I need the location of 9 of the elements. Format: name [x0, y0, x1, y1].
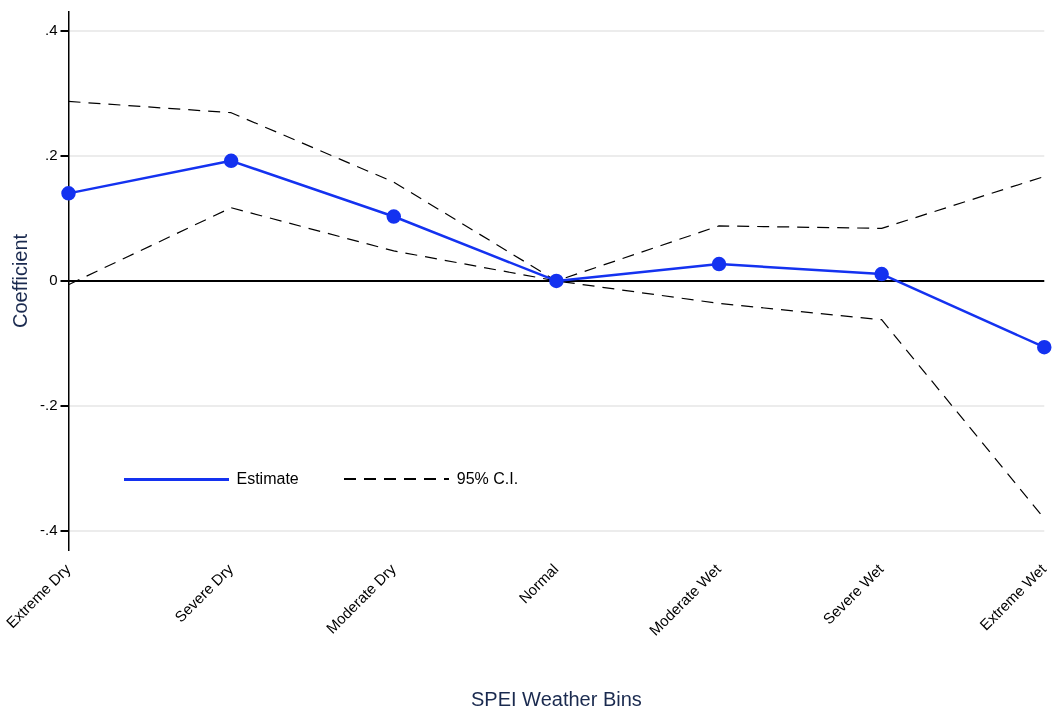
y-tick-label: -.4 [39, 521, 58, 539]
y-axis-title: Coefficient [8, 233, 31, 328]
y-tick-label: 0 [49, 271, 58, 289]
x-axis-title: SPEI Weather Bins [470, 687, 642, 710]
legend-label: Estimate [236, 469, 299, 488]
y-tick-label: .2 [44, 145, 58, 163]
y-tick-label: -.2 [39, 396, 58, 414]
legend-label: 95% C.I. [456, 469, 519, 488]
y-tick-label: .4 [44, 20, 58, 38]
